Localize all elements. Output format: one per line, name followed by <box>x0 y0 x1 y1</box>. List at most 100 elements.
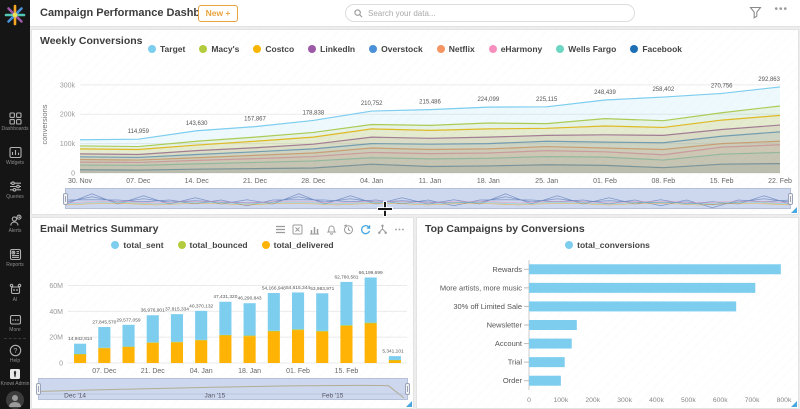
bar-segment-total_sent[interactable] <box>267 293 280 331</box>
hbar-2[interactable] <box>529 301 737 312</box>
bar-segment-total_bounced[interactable] <box>146 342 159 343</box>
bar-segment-total_delivered[interactable] <box>267 331 280 363</box>
sidebar-item-dashboards[interactable]: Dashboards <box>0 112 30 132</box>
sidebar-item-ai[interactable]: AI <box>0 283 30 303</box>
bar-segment-total_bounced[interactable] <box>364 322 377 324</box>
hbar-6[interactable] <box>529 375 561 386</box>
legend-item[interactable]: total_bounced <box>177 240 248 250</box>
bar-segment-total_sent[interactable] <box>98 327 111 348</box>
resize-handle[interactable] <box>791 401 797 407</box>
legend-item[interactable]: total_conversions <box>565 240 650 250</box>
filter-funnel-icon[interactable] <box>749 6 762 19</box>
bar-segment-total_delivered[interactable] <box>122 346 135 363</box>
bar-segment-total_delivered[interactable] <box>170 342 184 363</box>
legend-label: Overstock <box>381 44 423 54</box>
bar-segment-total_delivered[interactable] <box>291 330 305 363</box>
bar-segment-total_delivered[interactable] <box>195 340 208 363</box>
legend-item[interactable]: Costco <box>253 44 294 54</box>
hbar-4[interactable] <box>529 338 572 349</box>
bar-segment-total_sent[interactable] <box>122 324 135 347</box>
search-box[interactable] <box>345 4 635 22</box>
menu-icon[interactable] <box>275 224 286 235</box>
bar-segment-total_sent[interactable] <box>195 310 208 340</box>
bar-segment-total_bounced[interactable] <box>98 347 111 349</box>
user-avatar[interactable] <box>6 391 24 409</box>
bar-segment-total_sent[interactable] <box>364 277 377 323</box>
hbar-5[interactable] <box>529 357 565 368</box>
navigator-handle-left[interactable] <box>63 192 68 205</box>
legend-item[interactable]: Wells Fargo <box>556 44 616 54</box>
hbar-3[interactable] <box>529 320 577 330</box>
legend-item[interactable]: total_delivered <box>261 240 334 250</box>
sidebar-item-widgets[interactable]: Widgets <box>0 146 30 166</box>
widget-top-campaigns: Top Campaigns by Conversions total_conve… <box>416 217 799 409</box>
topbar-more-icon[interactable]: ••• <box>774 4 788 15</box>
resize-handle[interactable] <box>406 401 412 407</box>
widget-more-icon[interactable] <box>394 224 405 235</box>
weekly-range-navigator[interactable] <box>63 188 800 209</box>
navigator-handle-right[interactable] <box>788 192 793 205</box>
legend-item[interactable]: total_sent <box>111 240 164 250</box>
bar-segment-total_delivered[interactable] <box>388 360 401 363</box>
sidebar-item-more[interactable]: More <box>0 313 30 333</box>
legend-item[interactable]: Target <box>147 44 185 54</box>
bar-segment-total_bounced[interactable] <box>122 346 135 348</box>
bar-segment-total_sent[interactable] <box>74 343 87 355</box>
bar-segment-total_bounced[interactable] <box>267 330 280 332</box>
bar-segment-total_delivered[interactable] <box>243 336 256 363</box>
bar-segment-total_bounced[interactable] <box>219 334 232 336</box>
legend-item[interactable]: LinkedIn <box>308 44 355 54</box>
bar-segment-total_bounced[interactable] <box>195 339 208 341</box>
hbar-0[interactable] <box>529 264 781 275</box>
new-button[interactable]: New + <box>198 5 238 22</box>
bar-segment-total_bounced[interactable] <box>388 359 401 361</box>
bar-segment-total_bounced[interactable] <box>243 335 256 337</box>
sidebar-item-help[interactable]: ? Help <box>0 344 30 364</box>
bar-segment-total_sent[interactable] <box>340 281 353 326</box>
bar-segment-total_sent[interactable] <box>170 314 184 342</box>
bar-segment-total_delivered[interactable] <box>219 335 232 363</box>
legend-item[interactable]: Macy's <box>199 44 239 54</box>
app-logo[interactable] <box>4 4 26 26</box>
legend-item[interactable]: eHarmony <box>488 44 542 54</box>
refresh-icon[interactable] <box>360 224 371 235</box>
bar-segment-total_delivered[interactable] <box>316 331 329 363</box>
sidebar-item-knowi-admin[interactable]: Knowi Admin <box>0 368 30 387</box>
sidebar-item-queries[interactable]: Queries <box>0 180 30 200</box>
svg-text:210,752: 210,752 <box>361 101 383 107</box>
share-icon[interactable] <box>377 224 388 235</box>
hbar-1[interactable] <box>529 282 756 293</box>
bar-segment-total_delivered[interactable] <box>364 323 377 363</box>
bar-segment-total_delivered[interactable] <box>340 325 353 363</box>
svg-text:300k: 300k <box>617 397 632 404</box>
sidebar-item-alerts[interactable]: Alerts <box>0 214 30 234</box>
bar-segment-total_sent[interactable] <box>291 292 305 330</box>
bar-segment-total_sent[interactable] <box>146 315 159 343</box>
bell-icon[interactable] <box>326 224 337 235</box>
navigator-handle-left[interactable] <box>36 383 41 395</box>
bar-segment-total_bounced[interactable] <box>74 354 87 355</box>
bar-segment-total_bounced[interactable] <box>170 341 184 343</box>
email-range-navigator[interactable]: Dec '14 Jan '15 Feb '15 <box>36 378 410 400</box>
legend-item[interactable]: Facebook <box>630 44 682 54</box>
legend-item[interactable]: Overstock <box>369 44 423 54</box>
search-input[interactable] <box>368 8 626 18</box>
resize-handle[interactable] <box>791 207 797 213</box>
bar-segment-total_delivered[interactable] <box>98 348 111 363</box>
bar-segment-total_bounced[interactable] <box>340 325 353 326</box>
bar-segment-total_sent[interactable] <box>243 303 256 336</box>
history-clock-icon[interactable] <box>343 224 354 235</box>
sidebar-item-reports[interactable]: Reports <box>0 248 30 268</box>
bar-segment-total_bounced[interactable] <box>316 330 329 332</box>
legend-label: Macy's <box>211 44 240 54</box>
bar-segment-total_bounced[interactable] <box>291 329 305 331</box>
bar-segment-total_delivered[interactable] <box>74 354 87 363</box>
bar-segment-total_sent[interactable] <box>316 293 329 331</box>
bar-chart-icon[interactable] <box>309 224 320 235</box>
bar-segment-total_sent[interactable] <box>388 356 401 360</box>
export-excel-icon[interactable] <box>292 224 303 235</box>
legend-item[interactable]: Netflix <box>436 44 475 54</box>
navigator-handle-right[interactable] <box>405 383 410 395</box>
bar-segment-total_delivered[interactable] <box>146 342 159 363</box>
bar-segment-total_sent[interactable] <box>219 301 232 335</box>
